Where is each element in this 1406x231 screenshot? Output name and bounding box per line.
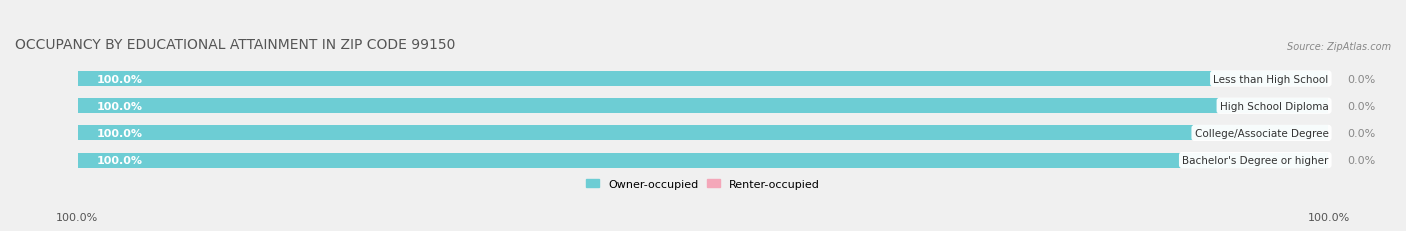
Text: 100.0%: 100.0% bbox=[96, 128, 142, 138]
Text: 100.0%: 100.0% bbox=[96, 155, 142, 165]
Text: 100.0%: 100.0% bbox=[96, 101, 142, 111]
Text: 0.0%: 0.0% bbox=[1347, 74, 1375, 84]
Text: OCCUPANCY BY EDUCATIONAL ATTAINMENT IN ZIP CODE 99150: OCCUPANCY BY EDUCATIONAL ATTAINMENT IN Z… bbox=[15, 38, 456, 52]
Bar bbox=[77, 72, 1329, 87]
Text: High School Diploma: High School Diploma bbox=[1219, 101, 1329, 111]
Legend: Owner-occupied, Renter-occupied: Owner-occupied, Renter-occupied bbox=[581, 175, 825, 193]
Text: 100.0%: 100.0% bbox=[56, 212, 98, 222]
Bar bbox=[77, 153, 1329, 168]
Bar bbox=[77, 126, 1329, 141]
Text: 0.0%: 0.0% bbox=[1347, 101, 1375, 111]
Text: 100.0%: 100.0% bbox=[1308, 212, 1350, 222]
Text: Less than High School: Less than High School bbox=[1213, 74, 1329, 84]
Text: College/Associate Degree: College/Associate Degree bbox=[1195, 128, 1329, 138]
Text: 0.0%: 0.0% bbox=[1347, 128, 1375, 138]
Bar bbox=[77, 99, 1329, 114]
Text: 0.0%: 0.0% bbox=[1347, 155, 1375, 165]
Text: Bachelor's Degree or higher: Bachelor's Degree or higher bbox=[1182, 155, 1329, 165]
Text: 100.0%: 100.0% bbox=[96, 74, 142, 84]
Text: Source: ZipAtlas.com: Source: ZipAtlas.com bbox=[1286, 42, 1391, 52]
